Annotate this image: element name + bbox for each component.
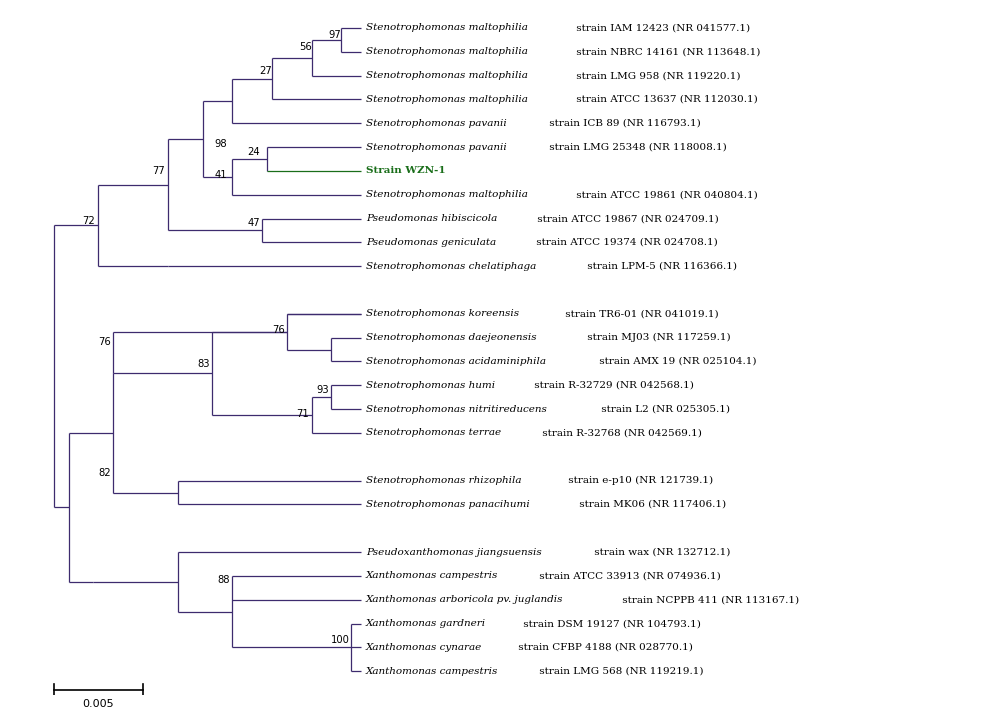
Text: strain ATCC 19861 (NR 040804.1): strain ATCC 19861 (NR 040804.1) [573,190,758,199]
Text: strain ICB 89 (NR 116793.1): strain ICB 89 (NR 116793.1) [546,119,701,127]
Text: strain NCPPB 411 (NR 113167.1): strain NCPPB 411 (NR 113167.1) [619,595,799,604]
Text: 71: 71 [296,409,309,419]
Text: Stenotrophomonas pavanii: Stenotrophomonas pavanii [366,119,507,127]
Text: Pseudomonas hibiscicola: Pseudomonas hibiscicola [366,214,497,223]
Text: strain LPM-5 (NR 116366.1): strain LPM-5 (NR 116366.1) [584,262,737,271]
Text: strain IAM 12423 (NR 041577.1): strain IAM 12423 (NR 041577.1) [573,23,750,33]
Text: 47: 47 [247,218,260,228]
Text: 27: 27 [259,66,272,75]
Text: strain L2 (NR 025305.1): strain L2 (NR 025305.1) [598,404,730,414]
Text: Pseudomonas geniculata: Pseudomonas geniculata [366,238,496,247]
Text: strain ATCC 33913 (NR 074936.1): strain ATCC 33913 (NR 074936.1) [536,572,720,580]
Text: strain e-p10 (NR 121739.1): strain e-p10 (NR 121739.1) [565,476,713,485]
Text: Xanthomonas campestris: Xanthomonas campestris [366,572,499,580]
Text: Stenotrophomonas acidaminiphila: Stenotrophomonas acidaminiphila [366,357,546,366]
Text: Xanthomonas cynarae: Xanthomonas cynarae [366,643,482,652]
Text: Stenotrophomonas maltophilia: Stenotrophomonas maltophilia [366,95,528,104]
Text: Xanthomonas arboricola pv. juglandis: Xanthomonas arboricola pv. juglandis [366,595,564,604]
Text: strain TR6-01 (NR 041019.1): strain TR6-01 (NR 041019.1) [562,309,719,318]
Text: strain ATCC 19867 (NR 024709.1): strain ATCC 19867 (NR 024709.1) [534,214,719,223]
Text: 82: 82 [99,468,111,478]
Text: Stenotrophomonas rhizophila: Stenotrophomonas rhizophila [366,476,522,485]
Text: strain LMG 25348 (NR 118008.1): strain LMG 25348 (NR 118008.1) [546,142,727,152]
Text: 24: 24 [247,147,260,157]
Text: 83: 83 [197,359,209,369]
Text: strain DSM 19127 (NR 104793.1): strain DSM 19127 (NR 104793.1) [520,619,701,628]
Text: 41: 41 [215,170,227,180]
Text: strain R-32729 (NR 042568.1): strain R-32729 (NR 042568.1) [531,381,694,389]
Text: Stenotrophomonas chelatiphaga: Stenotrophomonas chelatiphaga [366,262,536,271]
Text: Xanthomonas campestris: Xanthomonas campestris [366,666,499,676]
Text: strain MJ03 (NR 117259.1): strain MJ03 (NR 117259.1) [584,333,731,342]
Text: Xanthomonas gardneri: Xanthomonas gardneri [366,619,486,628]
Text: Stenotrophomonas daejeonensis: Stenotrophomonas daejeonensis [366,333,537,342]
Text: 77: 77 [152,166,165,176]
Text: Stenotrophomonas humi: Stenotrophomonas humi [366,381,495,389]
Text: Stenotrophomonas maltophilia: Stenotrophomonas maltophilia [366,47,528,56]
Text: Stenotrophomonas panacihumi: Stenotrophomonas panacihumi [366,500,530,509]
Text: Strain WZN-1: Strain WZN-1 [366,167,446,175]
Text: strain LMG 568 (NR 119219.1): strain LMG 568 (NR 119219.1) [536,666,703,676]
Text: 88: 88 [218,575,230,585]
Text: Stenotrophomonas pavanii: Stenotrophomonas pavanii [366,142,507,152]
Text: 76: 76 [272,325,285,335]
Text: Stenotrophomonas maltophilia: Stenotrophomonas maltophilia [366,71,528,80]
Text: strain AMX 19 (NR 025104.1): strain AMX 19 (NR 025104.1) [596,357,757,366]
Text: 100: 100 [330,635,349,645]
Text: Stenotrophomonas maltophilia: Stenotrophomonas maltophilia [366,23,528,33]
Text: strain ATCC 13637 (NR 112030.1): strain ATCC 13637 (NR 112030.1) [573,95,758,104]
Text: strain ATCC 19374 (NR 024708.1): strain ATCC 19374 (NR 024708.1) [533,238,717,247]
Text: 72: 72 [83,216,95,226]
Text: strain NBRC 14161 (NR 113648.1): strain NBRC 14161 (NR 113648.1) [573,47,761,56]
Text: strain wax (NR 132712.1): strain wax (NR 132712.1) [591,548,730,557]
Text: 97: 97 [329,30,341,40]
Text: strain R-32768 (NR 042569.1): strain R-32768 (NR 042569.1) [539,429,702,437]
Text: 76: 76 [99,337,111,347]
Text: Stenotrophomonas maltophilia: Stenotrophomonas maltophilia [366,190,528,199]
Text: 98: 98 [215,140,227,150]
Text: strain MK06 (NR 117406.1): strain MK06 (NR 117406.1) [576,500,726,509]
Text: Stenotrophomonas koreensis: Stenotrophomonas koreensis [366,309,519,318]
Text: 0.005: 0.005 [83,698,114,708]
Text: Pseudoxanthomonas jiangsuensis: Pseudoxanthomonas jiangsuensis [366,548,542,557]
Text: 93: 93 [317,385,329,395]
Text: 56: 56 [299,42,312,52]
Text: Stenotrophomonas terrae: Stenotrophomonas terrae [366,429,501,437]
Text: strain LMG 958 (NR 119220.1): strain LMG 958 (NR 119220.1) [573,71,741,80]
Text: strain CFBP 4188 (NR 028770.1): strain CFBP 4188 (NR 028770.1) [515,643,693,652]
Text: Stenotrophomonas nitritireducens: Stenotrophomonas nitritireducens [366,404,547,414]
